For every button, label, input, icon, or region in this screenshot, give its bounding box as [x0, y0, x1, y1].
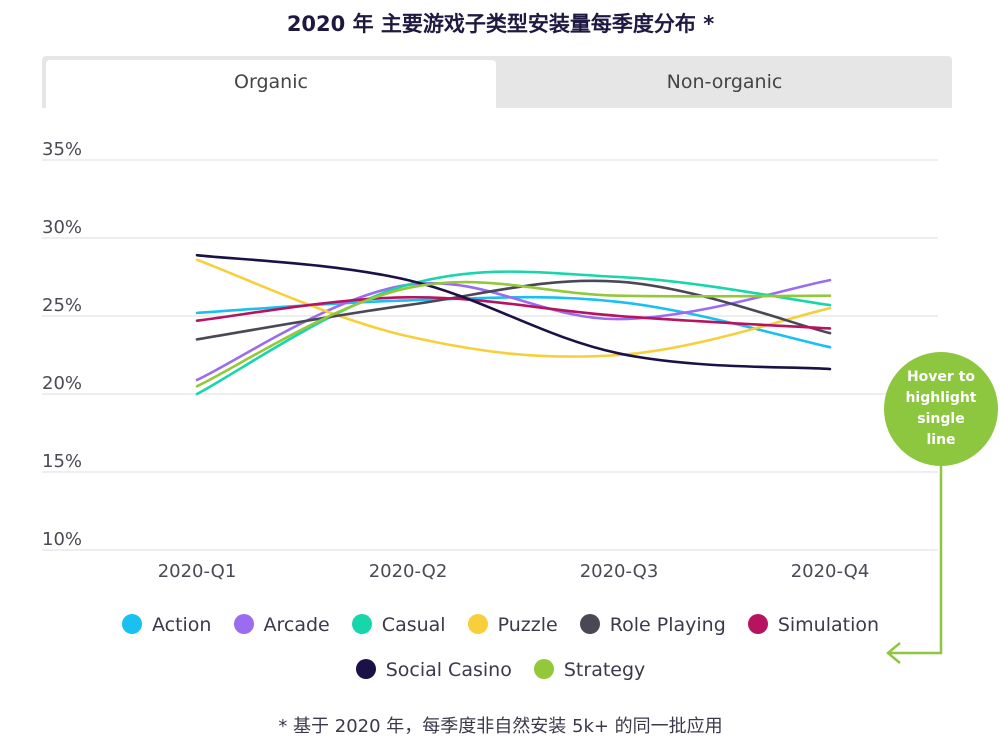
legend-label: Action	[151, 614, 212, 636]
y-tick-label: 20%	[42, 373, 82, 394]
tab-organic[interactable]: Organic	[46, 60, 496, 108]
legend-swatch-puzzle	[467, 614, 488, 634]
legend-label: Simulation	[777, 614, 880, 636]
legend-swatch-social-casino	[355, 659, 376, 679]
series-line-simulation[interactable]	[195, 295, 832, 330]
y-tick-label: 30%	[42, 217, 82, 238]
series-line-puzzle[interactable]	[195, 258, 832, 358]
legend-item-social-casino[interactable]: Social Casino	[355, 659, 512, 681]
legend-swatch-strategy	[533, 659, 554, 679]
legend-label: Strategy	[563, 659, 646, 681]
series-line-social-casino[interactable]	[195, 253, 832, 371]
legend-label: Social Casino	[385, 659, 512, 681]
y-tick-label: 25%	[42, 295, 82, 316]
legend-swatch-simulation	[747, 614, 768, 634]
hover-hint-arrow	[886, 466, 943, 664]
legend-item-simulation[interactable]: Simulation	[747, 614, 880, 636]
legend-row-1: Action Arcade Casual Puzzle Role Playing…	[0, 614, 1001, 636]
hover-hint-text: Hover to highlight single line	[905, 369, 977, 448]
legend-label: Role Playing	[609, 614, 726, 636]
line-chart: 35% 30% 25% 20% 15% 10% 2020-Q1 2020-Q2 2020-Q3 2…	[42, 139, 938, 582]
x-tick-label: 2020-Q3	[580, 561, 659, 582]
legend-label: Casual	[381, 614, 446, 636]
x-tick-label: 2020-Q2	[369, 561, 448, 582]
legend-swatch-role-playing	[579, 614, 600, 634]
footnote: * 基于 2020 年，每季度非自然安装 5k+ 的同一批应用	[278, 716, 723, 737]
legend-item-strategy[interactable]: Strategy	[533, 659, 646, 681]
x-tick-label: 2020-Q4	[791, 561, 870, 582]
legend-item-arcade[interactable]: Arcade	[233, 614, 330, 636]
legend-row-2: Social Casino Strategy	[0, 659, 1001, 681]
legend-item-puzzle[interactable]: Puzzle	[467, 614, 558, 636]
legend-item-role-playing[interactable]: Role Playing	[579, 614, 726, 636]
y-tick-label: 10%	[42, 529, 82, 550]
tab-bar: Organic Non-organic	[42, 56, 952, 108]
arrow-head-icon	[886, 642, 901, 664]
y-tick-label: 35%	[42, 139, 82, 160]
x-tick-label: 2020-Q1	[158, 561, 237, 582]
legend-label: Puzzle	[497, 614, 558, 636]
legend-swatch-casual	[351, 614, 372, 634]
hover-hint-bubble: Hover to highlight single line	[884, 352, 998, 466]
y-tick-label: 15%	[42, 451, 82, 472]
tab-non-organic[interactable]: Non-organic	[666, 71, 783, 93]
series-line-role-playing[interactable]	[195, 279, 832, 341]
legend-swatch-arcade	[233, 614, 254, 634]
legend-item-casual[interactable]: Casual	[351, 614, 446, 636]
legend-swatch-action	[121, 614, 142, 634]
legend-label: Arcade	[263, 614, 330, 636]
arrow-line	[888, 466, 943, 655]
series-line-strategy[interactable]	[195, 280, 832, 388]
legend-item-action[interactable]: Action	[121, 614, 212, 636]
chart-title: 2020 年 主要游戏子类型安装量每季度分布 *	[286, 12, 715, 36]
series-line-casual[interactable]	[195, 270, 832, 396]
